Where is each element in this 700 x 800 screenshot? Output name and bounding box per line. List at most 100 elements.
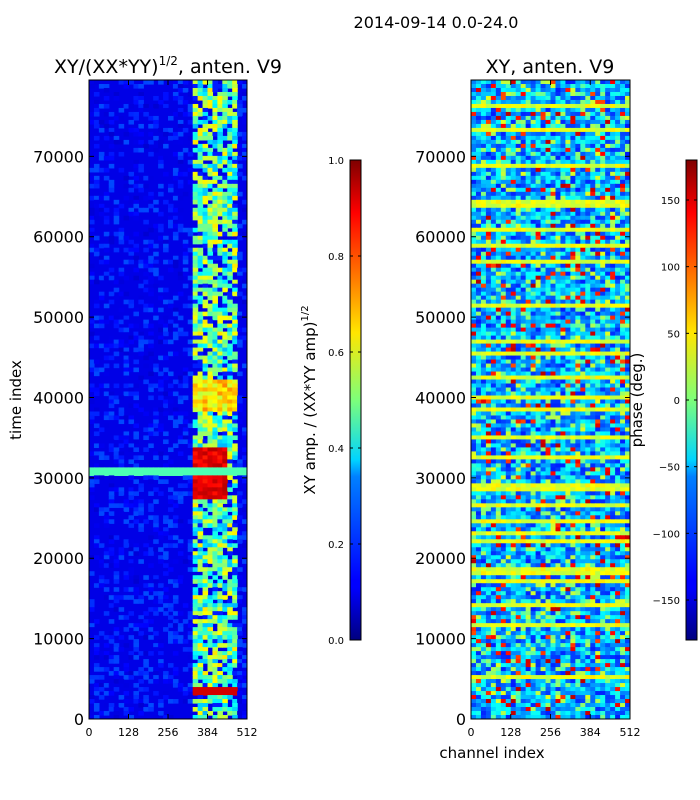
heatmap-cell	[197, 151, 204, 157]
heatmap-cell	[212, 611, 218, 616]
heatmap-cell	[217, 503, 223, 508]
heatmap-cell	[495, 367, 502, 373]
heatmap-cell	[480, 99, 487, 105]
heatmap-cell	[202, 123, 209, 129]
heatmap-cell	[585, 215, 591, 221]
heatmap-cell	[620, 203, 626, 209]
heatmap-cell	[560, 83, 567, 89]
heatmap-cell	[98, 427, 105, 433]
heatmap-cell	[625, 119, 630, 125]
heatmap-cell	[610, 295, 616, 301]
heatmap-cell	[227, 363, 233, 369]
heatmap-cell	[525, 343, 532, 349]
heatmap-cell	[222, 435, 228, 441]
heatmap-cell	[212, 207, 218, 213]
heatmap-cell	[163, 439, 169, 445]
heatmap-cell	[118, 123, 125, 129]
heatmap-cell	[128, 471, 135, 476]
heatmap-cell	[471, 351, 477, 357]
heatmap-cell	[510, 127, 517, 133]
heatmap-cell	[620, 103, 626, 109]
heatmap-cell	[605, 223, 611, 229]
heatmap-cell	[540, 175, 547, 181]
heatmap-cell	[605, 95, 611, 101]
heatmap-cell	[217, 111, 223, 117]
heatmap-cell	[212, 211, 218, 217]
heatmap-cell	[123, 371, 130, 377]
heatmap-cell	[575, 255, 581, 261]
heatmap-cell	[565, 175, 571, 181]
heatmap-cell	[222, 683, 228, 688]
heatmap-cell	[620, 271, 626, 277]
heatmap-cell	[580, 135, 586, 141]
heatmap-cell	[138, 123, 144, 129]
heatmap-cell	[123, 503, 130, 508]
heatmap-cell	[128, 495, 135, 500]
heatmap-cell	[158, 355, 164, 361]
heatmap-cell	[625, 111, 630, 117]
heatmap-cell	[615, 271, 621, 277]
heatmap-cell	[222, 299, 228, 305]
heatmap-cell	[118, 279, 125, 285]
heatmap-cell	[202, 455, 209, 461]
heatmap-cell	[143, 143, 149, 149]
heatmap-cell	[475, 263, 482, 269]
heatmap-cell	[535, 131, 542, 137]
heatmap-cell	[555, 215, 562, 221]
heatmap-cell	[555, 191, 562, 197]
colorbar-tick-label: 0.6	[328, 348, 344, 359]
heatmap-cell	[600, 83, 606, 89]
heatmap-cell	[505, 103, 512, 109]
heatmap-cell	[575, 235, 581, 241]
heatmap-cell	[93, 463, 100, 468]
heatmap-cell	[202, 463, 209, 468]
heatmap-cell	[202, 143, 209, 149]
heatmap-cell	[192, 239, 199, 245]
colorbar-tick-label: 1.0	[328, 156, 344, 167]
heatmap-cell	[515, 155, 522, 161]
heatmap-cell	[585, 279, 591, 285]
heatmap-cell	[550, 163, 557, 169]
heatmap-cell	[118, 267, 125, 273]
heatmap-cell	[232, 119, 238, 125]
heatmap-cell	[232, 311, 238, 317]
heatmap-cell	[177, 435, 184, 441]
heatmap-cell	[182, 467, 189, 472]
heatmap-cell	[605, 80, 611, 85]
heatmap-cell	[192, 639, 199, 644]
heatmap-cell	[227, 455, 233, 461]
heatmap-cell	[475, 155, 482, 161]
heatmap-cell	[217, 363, 223, 369]
heatmap-cell	[505, 115, 512, 121]
heatmap-cell	[540, 103, 547, 109]
heatmap-cell	[520, 247, 527, 253]
heatmap-cell	[545, 111, 552, 117]
heatmap-cell	[207, 515, 214, 520]
heatmap-cell	[485, 295, 492, 301]
heatmap-cell	[560, 167, 567, 173]
heatmap-cell	[197, 251, 204, 257]
heatmap-cell	[158, 127, 164, 133]
heatmap-cell	[480, 231, 487, 237]
heatmap-cell	[103, 507, 110, 512]
heatmap-cell	[98, 471, 105, 476]
heatmap-cell	[227, 443, 233, 449]
heatmap-cell	[177, 683, 184, 688]
heatmap-cell	[202, 267, 209, 273]
heatmap-cell	[520, 171, 527, 177]
heatmap-cell	[93, 99, 100, 105]
heatmap-cell	[500, 343, 507, 349]
heatmap-cell	[475, 367, 482, 373]
heatmap-cell	[525, 255, 532, 261]
heatmap-cell	[520, 127, 527, 133]
heatmap-cell	[600, 191, 606, 197]
heatmap-cell	[525, 347, 532, 353]
heatmap-cell	[207, 203, 214, 209]
heatmap-cell	[207, 163, 214, 169]
heatmap-cell	[485, 227, 492, 233]
heatmap-cell	[500, 183, 507, 189]
heatmap-cell	[520, 95, 527, 101]
heatmap-cell	[615, 263, 621, 269]
heatmap-cell	[108, 495, 115, 500]
heatmap-cell	[172, 167, 179, 173]
